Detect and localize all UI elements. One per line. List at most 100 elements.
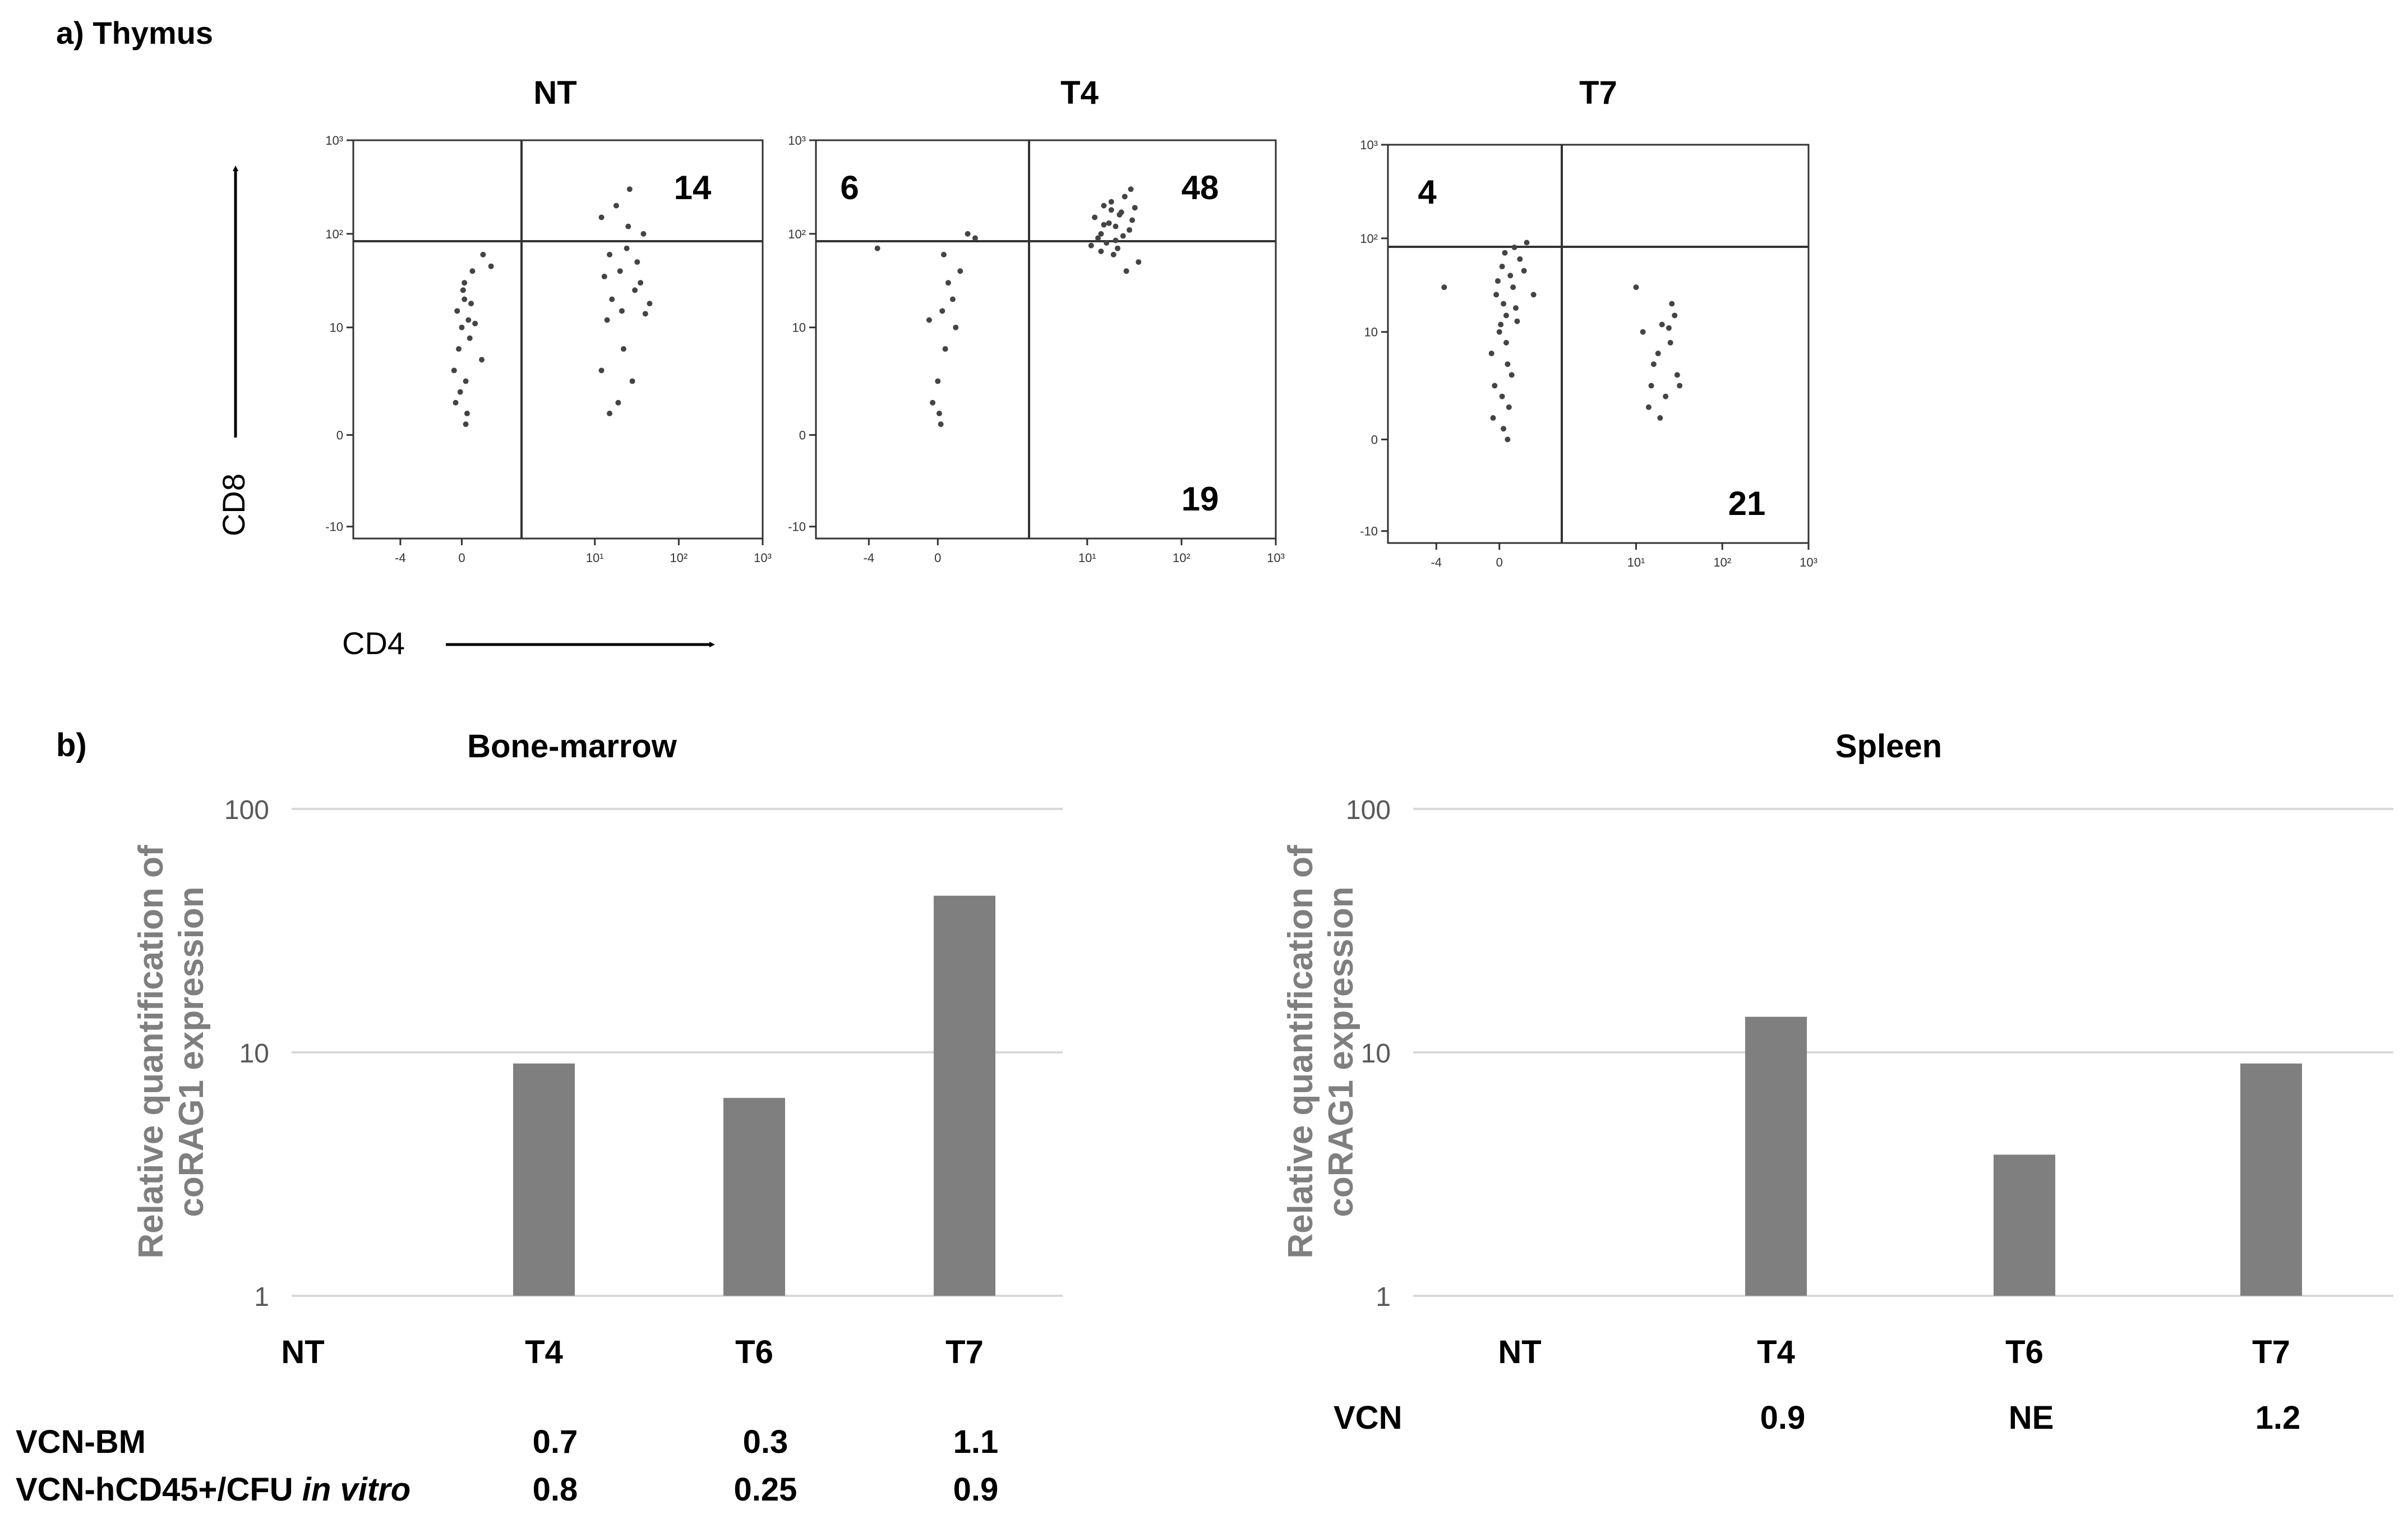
event-dot (1510, 284, 1516, 291)
event-dot (469, 268, 476, 274)
event-dot (1114, 245, 1120, 251)
vcn-value: 0.3 (743, 1424, 788, 1460)
x-tick-label: 10² (670, 551, 688, 565)
event-dot (1493, 292, 1500, 298)
event-dot (1659, 321, 1665, 328)
event-dot (965, 231, 971, 237)
event-dot (1110, 251, 1117, 257)
event-dot (468, 301, 474, 307)
event-dot (609, 296, 615, 302)
event-dot (1101, 203, 1107, 209)
event-dot (1499, 264, 1505, 270)
event-dot (949, 296, 956, 302)
event-dot (1667, 339, 1673, 346)
event-dot (601, 273, 607, 279)
y-tick-label: 0 (799, 428, 806, 442)
event-dot (1521, 268, 1527, 274)
vcn-value: 1.1 (953, 1424, 999, 1460)
bar-t6 (723, 1098, 785, 1296)
event-dot (1128, 186, 1134, 192)
event-dot (1441, 284, 1447, 291)
y-tick-label: 10³ (325, 134, 343, 148)
event-dot (1098, 231, 1104, 237)
x-tick-label: -4 (864, 551, 875, 565)
event-dot (1505, 436, 1511, 443)
event-dot (488, 263, 494, 269)
panel-b-label: b) (56, 727, 87, 763)
bar-t7 (2240, 1063, 2302, 1296)
event-dot (460, 287, 466, 293)
x-tick-label: 0 (934, 551, 941, 565)
event-dot (1492, 383, 1498, 389)
y-tick-label: 0 (1371, 432, 1378, 447)
event-dot (453, 399, 459, 406)
event-dot (462, 296, 468, 302)
vcn-row-label-italic: in vitro (302, 1471, 410, 1508)
category-label: T6 (2005, 1334, 2043, 1370)
event-dot (1648, 383, 1654, 389)
x-tick-label: 0 (458, 551, 465, 565)
event-dot (634, 259, 640, 265)
y-tick-label: -10 (325, 520, 343, 534)
vcn-value: 0.9 (953, 1471, 999, 1508)
x-tick-label: 10¹ (1627, 555, 1645, 569)
event-dot (472, 320, 478, 326)
event-dot (629, 378, 635, 384)
bar-chart-bone-marrow: Bone-marrow 1 10 100 Relative quantification… (16, 728, 1063, 1508)
flow-plot-title: NT (533, 75, 576, 111)
event-dot (945, 280, 951, 286)
event-dot (935, 378, 941, 384)
event-dot (642, 311, 648, 317)
plot-frame (352, 139, 764, 540)
event-dot (1113, 223, 1119, 229)
category-label: T6 (735, 1334, 773, 1370)
event-dot (1488, 351, 1494, 357)
vcn-value: 0.7 (533, 1424, 578, 1460)
quadrant-label-bottom-right: 21 (1728, 485, 1766, 522)
event-dot (598, 367, 605, 374)
event-dot (926, 317, 932, 323)
event-dot (930, 399, 936, 406)
event-dot (480, 251, 486, 257)
event-dot (1126, 227, 1132, 233)
event-dot (455, 346, 462, 352)
event-dot (638, 280, 644, 286)
event-dot (607, 411, 613, 417)
vcn-value: 0.25 (734, 1471, 797, 1508)
event-dot (1108, 207, 1114, 213)
event-dot (451, 367, 457, 374)
cd8-axis-label: CD8 (216, 473, 251, 536)
event-dot (1513, 305, 1519, 311)
vcn-row-label: VCN-hCD45+/CFU in vitro (16, 1471, 410, 1508)
bar-chart-spleen: Spleen 1 10 100 Relative quantification ofco… (1281, 728, 2393, 1436)
event-dot (1674, 372, 1680, 378)
x-tick-label: -4 (1431, 555, 1442, 569)
bar-chart-title: Spleen (1835, 728, 1942, 765)
event-dot (459, 324, 465, 330)
flow-plot-title: T7 (1579, 75, 1617, 111)
event-dot (1108, 199, 1114, 205)
plot-frame (815, 139, 1277, 540)
event-dot (640, 231, 647, 237)
event-dot (1120, 233, 1126, 239)
event-dot (1113, 237, 1119, 243)
category-label: NT (1498, 1334, 1541, 1370)
event-dot (1502, 250, 1508, 256)
y-tick-label: 0 (336, 428, 343, 442)
event-dot (1132, 205, 1138, 211)
event-dot (1669, 301, 1675, 307)
event-dot (940, 251, 947, 257)
vcn-row-label: VCN (1334, 1400, 1402, 1436)
event-dot (607, 251, 613, 257)
event-dot (463, 378, 469, 384)
event-dot (1633, 284, 1639, 291)
event-dot (1503, 312, 1509, 319)
quadrant-label-top-left: 4 (1418, 173, 1437, 211)
event-dot (1501, 301, 1507, 307)
event-dot (1517, 256, 1523, 262)
flow-plot-t7: T7 10³ 10² 10 0 -10 -4 0 10¹ 10² 10³ 4 21 (1360, 75, 1817, 569)
x-tick-label: 10² (1173, 551, 1191, 565)
cd4-axis-label: CD4 (342, 625, 405, 661)
event-dot (465, 317, 472, 323)
y-tick-label: 10 (792, 321, 806, 335)
